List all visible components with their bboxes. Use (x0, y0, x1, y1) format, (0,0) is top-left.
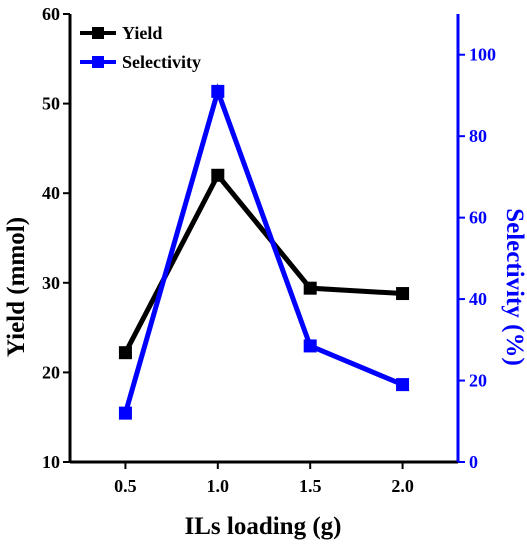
y2-tick-label: 80 (469, 126, 487, 146)
selectivity-point (211, 84, 225, 98)
x-axis: 0.5 1.0 1.5 2.0 (70, 460, 458, 496)
x-axis-title: ILs loading (g) (185, 513, 342, 540)
y2-axis-title: Selectivity (%) (501, 208, 527, 366)
legend: Yield Selectivity (80, 23, 201, 72)
legend-marker-selectivity (92, 56, 104, 68)
legend-label-selectivity: Selectivity (122, 52, 201, 72)
y-tick-label: 30 (42, 273, 60, 293)
yield-line (123, 170, 403, 354)
y-tick-label: 20 (42, 362, 60, 382)
y-axis-title: Yield (mmol) (3, 217, 30, 357)
x-tick-label: 1.0 (207, 476, 230, 496)
y-tick-label: 10 (42, 452, 60, 472)
y-tick-label: 40 (42, 183, 60, 203)
yield-point (118, 346, 132, 360)
y2-tick-label: 20 (469, 371, 487, 391)
y-tick-label: 50 (42, 94, 60, 114)
x-tick-label: 0.5 (114, 476, 137, 496)
legend-label-yield: Yield (122, 23, 162, 43)
y-tick-label: 60 (42, 4, 60, 24)
y2-tick-label: 100 (469, 45, 496, 65)
y2-tick-label: 0 (469, 452, 478, 472)
selectivity-line (123, 83, 404, 414)
x-tick-label: 1.5 (299, 476, 322, 496)
yield-point (211, 168, 225, 182)
series-layer (118, 83, 410, 420)
legend-marker-yield (92, 27, 104, 39)
selectivity-point (118, 406, 132, 420)
yield-point (396, 287, 410, 301)
y-axis-right: 0 20 40 60 80 100 (456, 14, 496, 472)
y2-tick-label: 60 (469, 208, 487, 228)
yield-point (303, 281, 317, 295)
selectivity-point (303, 339, 317, 353)
y-axis-left: 10 20 30 40 50 60 (42, 4, 72, 472)
y2-tick-label: 40 (469, 289, 487, 309)
x-tick-label: 2.0 (391, 476, 414, 496)
selectivity-point (396, 378, 410, 392)
